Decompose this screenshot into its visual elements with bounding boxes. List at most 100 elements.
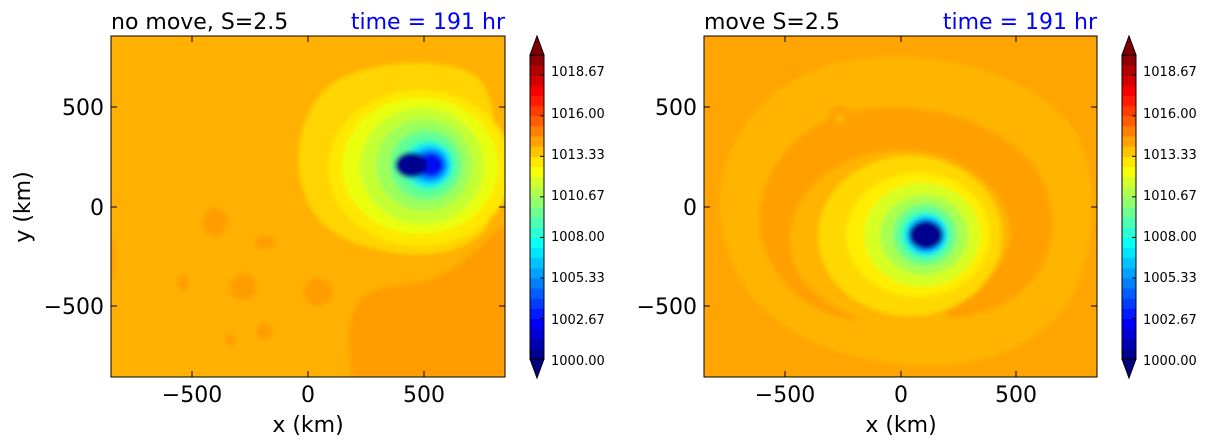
ytick-label: 500 bbox=[655, 96, 697, 121]
low-pressure-rings bbox=[298, 62, 505, 255]
colorbar-band bbox=[530, 217, 544, 228]
cbar-tick-label: 1008.00 bbox=[1143, 230, 1197, 245]
panel-time: time = 191 hr bbox=[351, 10, 506, 35]
colorbar-extend-bottom bbox=[529, 358, 545, 380]
colorbar-band bbox=[1122, 75, 1136, 86]
high-pressure-patches bbox=[111, 208, 505, 377]
colorbar-band bbox=[1122, 166, 1136, 178]
colorbar-band bbox=[1122, 237, 1136, 249]
cbar-tick-label: 1000.00 bbox=[551, 354, 605, 369]
y-axis-label: y (km) bbox=[11, 171, 36, 242]
cbar-tick-label: 1013.33 bbox=[551, 148, 605, 163]
colorbar-band bbox=[530, 196, 544, 208]
colorbar-band bbox=[1122, 207, 1136, 218]
xtick-label: 500 bbox=[403, 383, 445, 408]
colorbar-band bbox=[1122, 136, 1136, 147]
colorbar-band bbox=[530, 146, 544, 157]
colorbar-band bbox=[1122, 328, 1136, 340]
x-ticks bbox=[784, 36, 1017, 377]
colorbar-extend-top bbox=[529, 34, 545, 56]
colorbar-band bbox=[1122, 55, 1136, 66]
x-axis-label: x (km) bbox=[865, 413, 936, 438]
colorbar-band bbox=[1122, 156, 1136, 167]
colorbar-band bbox=[530, 115, 544, 127]
colorbar-band bbox=[530, 65, 544, 76]
ytick-label: −500 bbox=[44, 295, 104, 320]
cbar-tick-label: 1018.67 bbox=[551, 65, 605, 80]
colorbar-band bbox=[1122, 196, 1136, 208]
colorbar-band bbox=[1122, 257, 1136, 269]
colorbar-band bbox=[530, 328, 544, 340]
colorbar-band bbox=[530, 136, 544, 147]
colorbar-band bbox=[530, 318, 544, 330]
colorbar-band bbox=[1122, 267, 1136, 279]
colorbar-band bbox=[1122, 115, 1136, 127]
colorbar-band bbox=[530, 288, 544, 299]
colorbar-band bbox=[1122, 227, 1136, 238]
panel-move: −500 0 500 500 0 −500 x (km) move S=2.5 … bbox=[637, 10, 1197, 438]
cbar-tick-label: 1018.67 bbox=[1143, 65, 1197, 80]
colorbar-band bbox=[530, 257, 544, 269]
inner-orange-gap bbox=[759, 107, 1053, 320]
colorbar-band bbox=[1122, 125, 1136, 137]
cbar-tick-label: 1000.00 bbox=[1143, 354, 1197, 369]
colorbar-labels: 1018.67 1016.00 1013.33 1010.67 1008.00 … bbox=[1143, 65, 1197, 369]
heatmap-field-move bbox=[704, 36, 1097, 377]
heatmap-field-no-move bbox=[111, 36, 505, 377]
cbar-tick-label: 1010.67 bbox=[551, 189, 605, 204]
ytick-label: −500 bbox=[637, 295, 697, 320]
xtick-label: −500 bbox=[162, 383, 222, 408]
colorbar-band bbox=[530, 227, 544, 238]
colorbar-band bbox=[530, 247, 544, 259]
colorbar-band bbox=[1122, 105, 1136, 117]
colorbar-band bbox=[530, 95, 544, 107]
colorbar-band bbox=[1122, 217, 1136, 228]
panel-no-move: −500 0 500 500 0 −500 x (km) y (km) no m… bbox=[11, 10, 605, 438]
colorbar-band bbox=[1122, 298, 1136, 309]
colorbar-band bbox=[530, 85, 544, 97]
cbar-tick-label: 1005.33 bbox=[551, 271, 605, 286]
panel-title: no move, S=2.5 bbox=[111, 10, 288, 35]
cbar-tick-label: 1002.67 bbox=[551, 313, 605, 328]
colorbar-band bbox=[1122, 65, 1136, 76]
colorbar-move: 1018.67 1016.00 1013.33 1010.67 1008.00 … bbox=[1121, 34, 1197, 380]
xtick-label: 0 bbox=[894, 383, 908, 408]
colorbar-band bbox=[1122, 146, 1136, 157]
panel-title: move S=2.5 bbox=[704, 10, 840, 35]
colorbar-band bbox=[1122, 308, 1136, 319]
colorbar-bands bbox=[530, 55, 544, 360]
colorbar-band bbox=[530, 166, 544, 178]
cbar-tick-label: 1010.67 bbox=[1143, 189, 1197, 204]
xtick-label: 0 bbox=[301, 383, 315, 408]
colorbar-bands bbox=[1122, 55, 1136, 360]
spiral-bands bbox=[719, 56, 1093, 366]
y-ticks bbox=[704, 106, 1097, 307]
cbar-tick-label: 1016.00 bbox=[1143, 107, 1197, 122]
colorbar-band bbox=[530, 207, 544, 218]
colorbar-band bbox=[1122, 348, 1136, 360]
colorbar-band bbox=[530, 186, 544, 198]
y-ticks bbox=[111, 106, 505, 307]
colorbar-band bbox=[1122, 277, 1136, 289]
colorbar-band bbox=[530, 298, 544, 309]
colorbar-extend-bottom bbox=[1121, 358, 1137, 380]
x-ticks bbox=[191, 36, 425, 377]
xtick-label: 500 bbox=[995, 383, 1037, 408]
colorbar-band bbox=[1122, 95, 1136, 107]
cbar-tick-label: 1008.00 bbox=[551, 230, 605, 245]
cbar-tick-label: 1005.33 bbox=[1143, 271, 1197, 286]
colorbar-band bbox=[1122, 288, 1136, 299]
colorbar-band bbox=[530, 277, 544, 289]
colorbar-band bbox=[530, 105, 544, 117]
colorbar-band bbox=[530, 55, 544, 66]
colorbar-band bbox=[530, 338, 544, 350]
colorbar-no-move: 1018.67 1016.00 1013.33 1010.67 1008.00 … bbox=[529, 34, 605, 380]
colorbar-labels: 1018.67 1016.00 1013.33 1010.67 1008.00 … bbox=[551, 65, 605, 369]
colorbar-band bbox=[530, 156, 544, 167]
colorbar-band bbox=[530, 308, 544, 319]
ytick-label: 0 bbox=[90, 196, 104, 221]
colorbar-band bbox=[1122, 85, 1136, 97]
colorbar-band bbox=[530, 125, 544, 137]
panel-time: time = 191 hr bbox=[943, 10, 1098, 35]
colorbar-band bbox=[530, 348, 544, 360]
